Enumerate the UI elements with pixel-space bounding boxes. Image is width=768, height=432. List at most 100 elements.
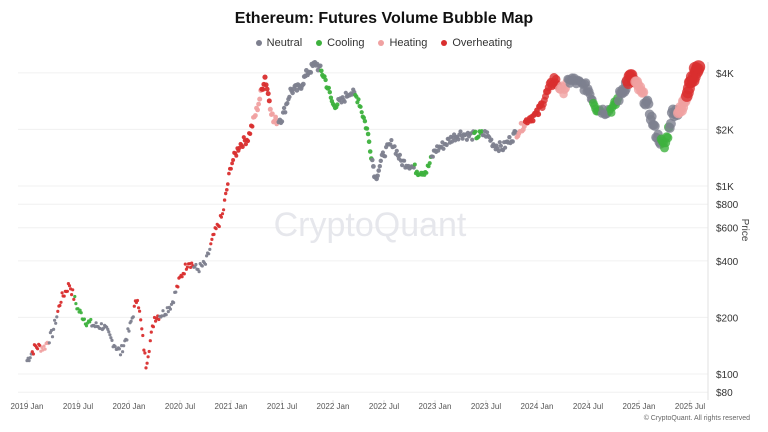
chart-title: Ethereum: Futures Volume Bubble Map bbox=[234, 10, 534, 27]
bubble-neutral bbox=[99, 322, 103, 326]
bubble-cooling bbox=[322, 74, 327, 79]
bubble-overheating bbox=[691, 60, 706, 74]
bubble-neutral bbox=[122, 344, 126, 348]
bubble-cooling bbox=[361, 115, 366, 121]
x-tick-label: 2019 Jul bbox=[63, 402, 93, 411]
bubble-overheating bbox=[222, 198, 227, 202]
bubble-overheating bbox=[230, 161, 235, 166]
bubble-neutral bbox=[308, 70, 314, 75]
bubble-neutral bbox=[378, 158, 383, 163]
x-tick-label: 2023 Jan bbox=[419, 402, 452, 411]
bubble-cooling bbox=[323, 77, 328, 83]
y-ticks: $4K $2K $1K $800 $600 $400 $200 $100 $80 bbox=[716, 69, 739, 399]
bubble-neutral bbox=[397, 152, 402, 157]
bubble-neutral bbox=[665, 118, 676, 129]
bubble-overheating bbox=[209, 242, 213, 246]
bubble-overheating bbox=[226, 182, 230, 186]
bubble-cooling bbox=[359, 110, 364, 115]
x-ticks: 2019 Jan 2019 Jul 2020 Jan 2020 Jul 2021 Jan… bbox=[11, 400, 705, 411]
bubble-neutral bbox=[208, 247, 212, 251]
bubble-overheating bbox=[247, 131, 253, 136]
bubble-overheating bbox=[229, 166, 233, 171]
bubble-overheating bbox=[36, 347, 40, 351]
bubble-neutral bbox=[164, 313, 168, 317]
bubble-neutral bbox=[411, 165, 416, 170]
x-tick-label: 2022 Jan bbox=[317, 402, 350, 411]
bubble-overheating bbox=[224, 191, 228, 196]
bubble-cooling bbox=[479, 129, 484, 134]
bubble-neutral bbox=[342, 99, 347, 104]
bubble-overheating bbox=[227, 171, 231, 176]
bubble-overheating bbox=[70, 293, 74, 297]
legend-label: Heating bbox=[389, 37, 428, 49]
bubble-neutral bbox=[647, 111, 657, 122]
bubble-overheating bbox=[60, 291, 64, 295]
bubble-neutral bbox=[318, 63, 323, 69]
bubble-neutral bbox=[172, 301, 176, 305]
bubble-neutral bbox=[54, 321, 58, 325]
bubble-neutral bbox=[383, 154, 388, 159]
y-tick-label: $600 bbox=[716, 224, 739, 235]
bubble-neutral bbox=[485, 130, 490, 135]
x-tick-label: 2024 Jul bbox=[573, 402, 603, 411]
bubble-cooling bbox=[476, 134, 481, 139]
y-tick-label: $100 bbox=[716, 370, 739, 381]
bubble-neutral bbox=[28, 356, 32, 360]
bubble-cooling bbox=[335, 102, 340, 107]
bubble-neutral bbox=[281, 105, 287, 111]
bubble-cooling bbox=[326, 85, 331, 91]
bubble-neutral bbox=[193, 265, 197, 269]
bubble-cooling bbox=[358, 104, 363, 109]
bubble-overheating bbox=[262, 74, 268, 80]
bubble-heating bbox=[521, 123, 527, 129]
bubble-neutral bbox=[643, 99, 654, 109]
bubble-neutral bbox=[52, 327, 56, 331]
bubble-cooling bbox=[663, 133, 673, 143]
bubble-overheating bbox=[145, 361, 149, 365]
bubble-neutral bbox=[650, 121, 660, 131]
bubble-neutral bbox=[107, 330, 111, 334]
bubble-neutral bbox=[166, 310, 170, 314]
bubble-heating bbox=[43, 347, 47, 351]
legend: Neutral Cooling Heating Overheating bbox=[0, 37, 768, 49]
bubble-neutral bbox=[106, 327, 110, 331]
bubble-neutral bbox=[205, 254, 209, 258]
bubble-heating bbox=[273, 114, 278, 120]
gridlines bbox=[18, 72, 708, 393]
bubble-overheating bbox=[149, 330, 153, 334]
bubble-overheating bbox=[72, 297, 76, 301]
bubble-neutral bbox=[394, 148, 399, 153]
y-tick-label: $200 bbox=[716, 313, 739, 324]
legend-overheating[interactable]: Overheating bbox=[441, 37, 512, 49]
bubble-neutral bbox=[402, 158, 407, 163]
bubble-overheating bbox=[38, 344, 42, 348]
bubble-overheating bbox=[185, 265, 189, 269]
bubble-cooling bbox=[79, 311, 83, 315]
bubble-overheating bbox=[146, 355, 150, 359]
bubble-overheating bbox=[31, 352, 35, 356]
bubble-neutral bbox=[400, 163, 405, 168]
bubble-neutral bbox=[129, 319, 133, 323]
bubble-neutral bbox=[117, 347, 121, 351]
bubble-overheating bbox=[265, 91, 271, 97]
bubble-overheating bbox=[535, 111, 542, 118]
bubble-overheating bbox=[148, 339, 152, 343]
x-tick-label: 2020 Jul bbox=[165, 402, 195, 411]
bubble-neutral bbox=[389, 138, 394, 143]
y-tick-label: $2K bbox=[716, 125, 734, 136]
bubble-overheating bbox=[180, 275, 184, 279]
bubble-cooling bbox=[328, 95, 334, 100]
legend-neutral[interactable]: Neutral bbox=[255, 37, 303, 49]
bubble-neutral bbox=[464, 137, 469, 142]
bubble-neutral bbox=[458, 129, 463, 134]
y-tick-label: $1K bbox=[716, 182, 734, 193]
legend-cooling[interactable]: Cooling bbox=[316, 37, 364, 49]
bubble-overheating bbox=[240, 144, 245, 149]
bubble-overheating bbox=[139, 318, 143, 322]
bubble-overheating bbox=[182, 272, 186, 276]
bubble-cooling bbox=[319, 68, 324, 74]
bubble-cooling bbox=[366, 139, 372, 144]
legend-label: Neutral bbox=[266, 37, 303, 49]
bubble-neutral bbox=[47, 341, 51, 345]
legend-heating[interactable]: Heating bbox=[378, 37, 427, 49]
